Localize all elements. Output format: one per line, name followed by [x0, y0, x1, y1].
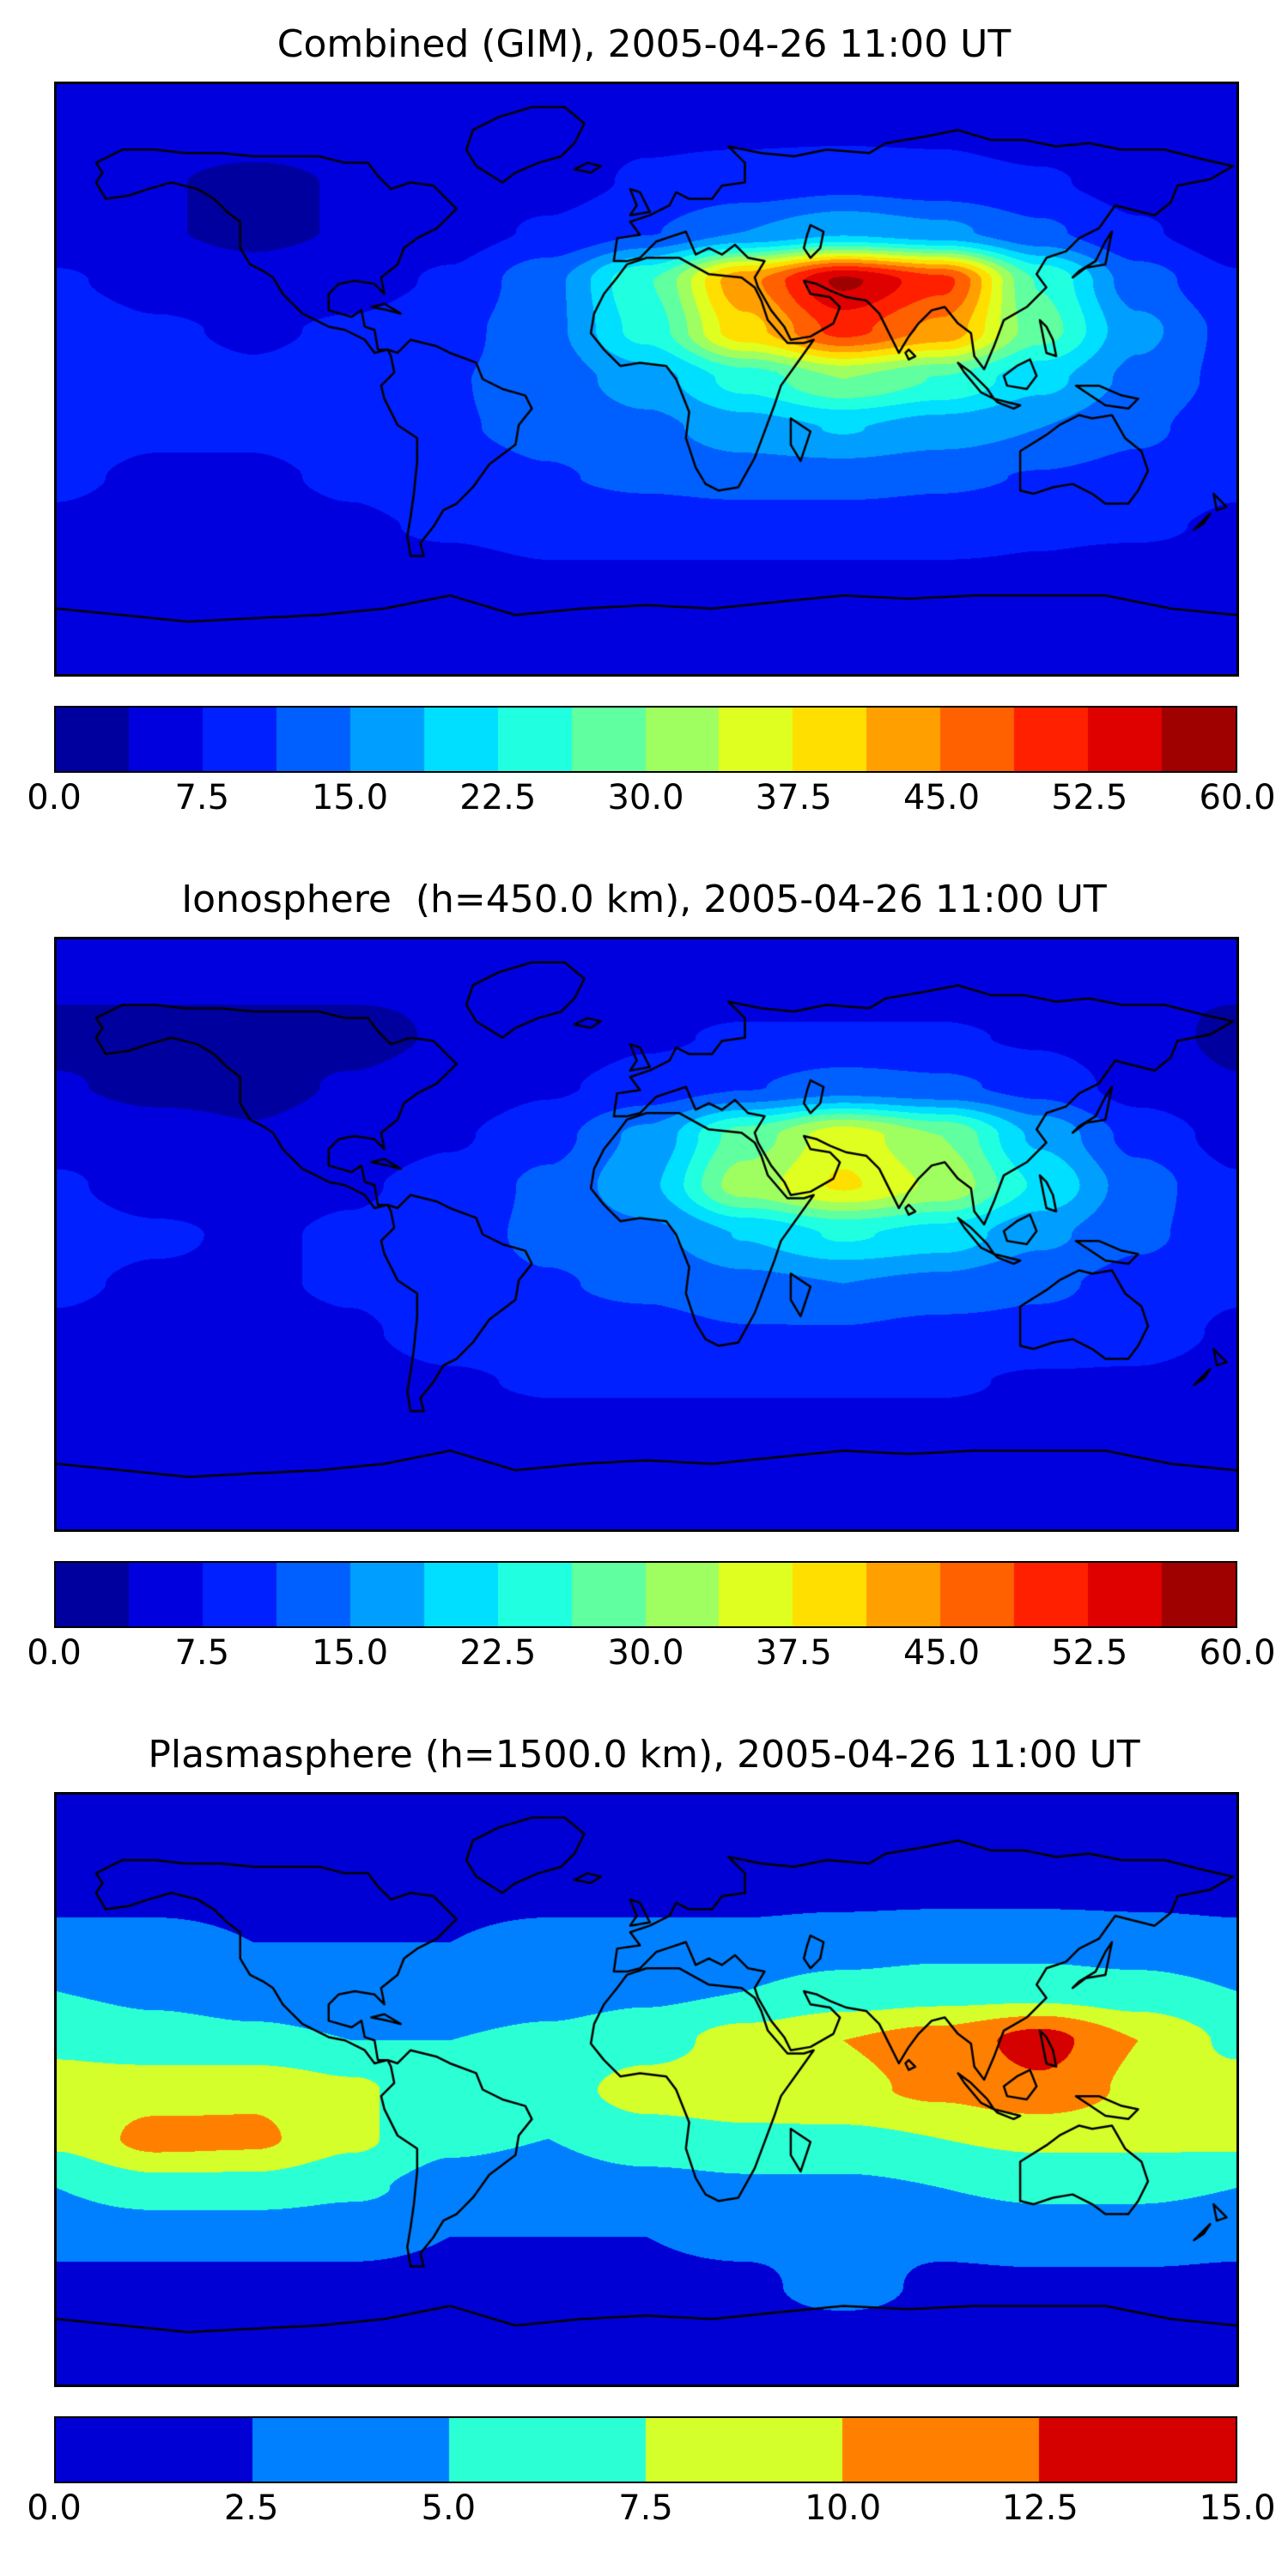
map-canvas-ionosphere [54, 937, 1239, 1532]
panel-title-plasmasphere: Plasmasphere (h=1500.0 km), 2005-04-26 1… [148, 1733, 1140, 1777]
colorbar-tick-label: 7.5 [174, 1633, 230, 1673]
panel-title-combined: Combined (GIM), 2005-04-26 11:00 UT [276, 22, 1012, 66]
colorbar-tick-label: 0.0 [27, 778, 82, 817]
map-canvas-combined [54, 82, 1239, 677]
colorbar-tick-label: 37.5 [755, 1633, 832, 1673]
panel-ionosphere: Ionosphere (h=450.0 km), 2005-04-26 11:0… [27, 878, 1276, 1678]
colorbar-plasmasphere [54, 2416, 1237, 2483]
colorbar-tick-label: 0.0 [27, 1633, 82, 1673]
map-frame-plasmasphere [54, 1792, 1239, 2387]
panel-title-ionosphere: Ionosphere (h=450.0 km), 2005-04-26 11:0… [181, 878, 1107, 921]
colorbar-tick-label: 10.0 [805, 2488, 882, 2528]
colorbar-tick-label: 22.5 [459, 778, 537, 817]
colorbar-tick-label: 45.0 [902, 1633, 981, 1673]
colorbar-tick-label: 2.5 [223, 2488, 279, 2528]
colorbar-tick-label: 37.5 [755, 778, 832, 817]
colorbar-tick-label: 5.0 [421, 2488, 477, 2528]
colorbar-tick-label: 7.5 [174, 778, 230, 817]
colorbar-tick-label: 30.0 [607, 778, 684, 817]
colorbar-block-ionosphere: 0.0 7.5 15.0 22.5 30.0 37.5 45.0 52.5 60.0 [27, 1561, 1276, 1678]
colorbar-tick-label: 22.5 [459, 1633, 537, 1673]
colorbar-ticks-plasmasphere: 0.0 2.5 5.0 7.5 10.0 12.5 15.0 [27, 2488, 1275, 2533]
colorbar-block-combined: 0.0 7.5 15.0 22.5 30.0 37.5 45.0 52.5 60.0 [27, 706, 1276, 823]
colorbar-combined [54, 706, 1237, 773]
map-canvas-plasmasphere [54, 1792, 1239, 2387]
colorbar-ticks-combined: 0.0 7.5 15.0 22.5 30.0 37.5 45.0 52.5 60.0 [27, 778, 1275, 823]
colorbar-ticks-ionosphere: 0.0 7.5 15.0 22.5 30.0 37.5 45.0 52.5 60.0 [27, 1633, 1275, 1678]
colorbar-block-plasmasphere: 0.0 2.5 5.0 7.5 10.0 12.5 15.0 [27, 2416, 1276, 2533]
colorbar-tick-label: 7.5 [618, 2488, 673, 2528]
map-frame-combined [54, 82, 1239, 677]
colorbar-tick-label: 15.0 [311, 778, 389, 817]
colorbar-tick-label: 60.0 [1199, 778, 1276, 817]
colorbar-tick-label: 30.0 [607, 1633, 684, 1673]
colorbar-tick-label: 0.0 [27, 2488, 82, 2528]
colorbar-tick-label: 15.0 [311, 1633, 389, 1673]
map-frame-ionosphere [54, 937, 1239, 1532]
panel-plasmasphere: Plasmasphere (h=1500.0 km), 2005-04-26 1… [27, 1733, 1276, 2533]
colorbar-tick-label: 12.5 [1001, 2488, 1078, 2528]
colorbar-tick-label: 52.5 [1051, 778, 1128, 817]
panel-combined: Combined (GIM), 2005-04-26 11:00 UT 0.0 7… [27, 22, 1276, 823]
colorbar-ionosphere [54, 1561, 1237, 1628]
colorbar-tick-label: 15.0 [1199, 2488, 1276, 2528]
colorbar-tick-label: 45.0 [902, 778, 981, 817]
colorbar-tick-label: 60.0 [1199, 1633, 1276, 1673]
colorbar-tick-label: 52.5 [1051, 1633, 1128, 1673]
